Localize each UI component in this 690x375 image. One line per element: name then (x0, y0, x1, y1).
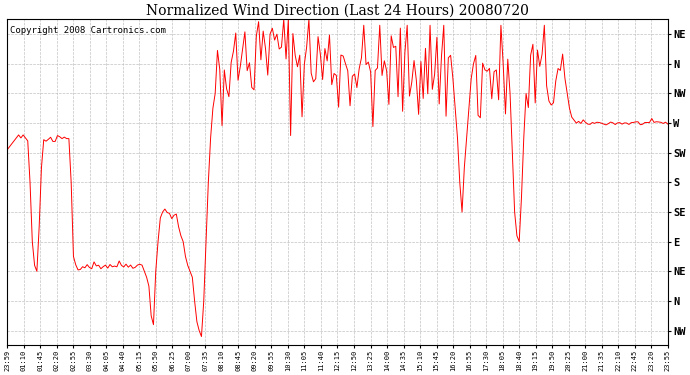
Text: Copyright 2008 Cartronics.com: Copyright 2008 Cartronics.com (10, 26, 166, 35)
Title: Normalized Wind Direction (Last 24 Hours) 20080720: Normalized Wind Direction (Last 24 Hours… (146, 4, 529, 18)
